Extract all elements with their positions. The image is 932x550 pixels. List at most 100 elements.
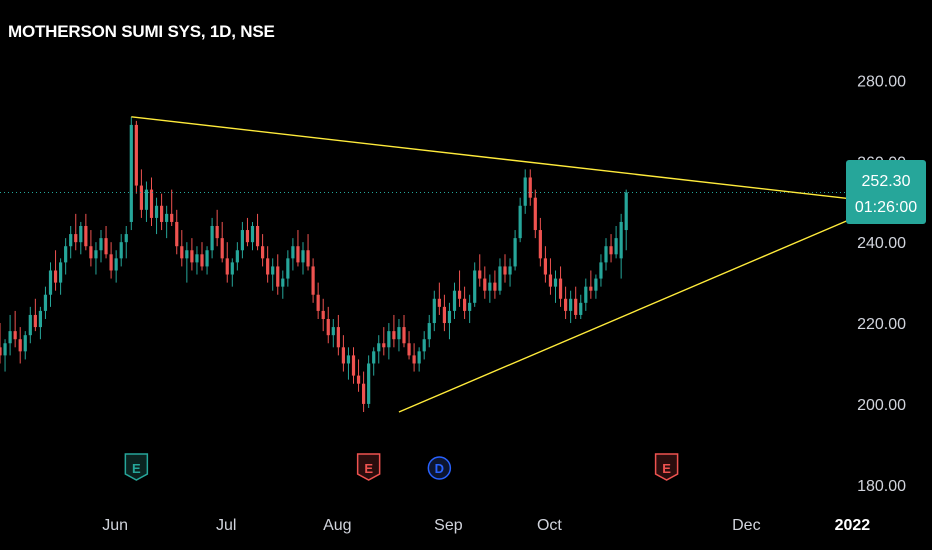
candle-body	[54, 270, 57, 282]
candle	[281, 270, 284, 298]
candle-body	[185, 250, 188, 258]
chart-root: MOTHERSON SUMI SYS, 1D, NSE EEDE 280.00 2…	[0, 0, 932, 550]
candle	[549, 258, 552, 294]
earnings-marker[interactable]: E	[656, 454, 678, 480]
candle-body	[24, 335, 27, 351]
candle-body	[599, 262, 602, 278]
candle	[362, 372, 365, 412]
candle-body	[519, 206, 522, 238]
candle	[54, 250, 57, 290]
candle-body	[115, 258, 118, 270]
candle	[352, 347, 355, 383]
candle	[397, 319, 400, 351]
candle-body	[468, 303, 471, 311]
chart-plot-area[interactable]: EEDE 280.00260.00240.00220.00200.00180.0…	[0, 0, 932, 550]
candle-body	[170, 214, 173, 222]
x-tick-label: Oct	[537, 517, 562, 534]
candle	[413, 343, 416, 371]
candle-body	[332, 327, 335, 335]
candle	[534, 190, 537, 239]
candle-body	[362, 384, 365, 404]
candle	[402, 315, 405, 347]
trendlines-layer	[0, 117, 859, 412]
trendline-2[interactable]	[399, 216, 859, 412]
candle-body	[29, 315, 32, 335]
candle-body	[615, 238, 618, 254]
candle-body	[478, 270, 481, 278]
candle-body	[428, 323, 431, 339]
y-tick-label: 240.00	[857, 235, 906, 252]
last-price-value: 252.30	[862, 173, 911, 190]
candle-body	[251, 226, 254, 242]
candle	[150, 177, 153, 226]
candle	[216, 210, 219, 246]
candle-body	[130, 125, 133, 222]
candle-body	[180, 246, 183, 258]
candle	[246, 218, 249, 246]
trendline-1[interactable]	[131, 117, 858, 200]
earnings-marker[interactable]: E	[358, 454, 380, 480]
candle	[291, 238, 294, 270]
candle-body	[372, 351, 375, 363]
candle-body	[584, 287, 587, 303]
candle-body	[448, 311, 451, 323]
candle-body	[493, 283, 496, 291]
candle-body	[483, 279, 486, 291]
candle	[342, 335, 345, 371]
event-letter: E	[132, 461, 141, 476]
earnings-marker[interactable]: E	[125, 454, 147, 480]
candle-body	[524, 177, 527, 205]
candle-body	[463, 299, 466, 311]
candle	[609, 234, 612, 262]
y-tick-label: 280.00	[857, 73, 906, 90]
candle	[524, 169, 527, 213]
candle	[185, 242, 188, 282]
candle	[276, 254, 279, 294]
candle	[271, 258, 274, 290]
candle-body	[574, 299, 577, 315]
candle-body	[74, 234, 77, 242]
candle	[125, 226, 128, 258]
y-tick-label: 200.00	[857, 397, 906, 414]
candle-body	[453, 291, 456, 311]
candle-body	[312, 266, 315, 294]
candle	[539, 218, 542, 267]
candle-body	[165, 214, 168, 222]
candle-body	[514, 238, 517, 266]
candle	[286, 250, 289, 286]
candle	[529, 169, 532, 205]
candle-body	[125, 234, 128, 242]
candle	[39, 307, 42, 339]
candle-body	[49, 270, 52, 294]
candle-body	[392, 331, 395, 339]
candle	[503, 254, 506, 282]
candle-body	[458, 291, 461, 299]
candle-body	[110, 254, 113, 270]
candle	[296, 230, 299, 266]
candle	[211, 218, 214, 258]
candle	[231, 258, 234, 286]
candle	[200, 242, 203, 270]
x-axis: Jun Jul Aug Sep Oct Dec 2022	[102, 517, 870, 534]
candle-body	[190, 250, 193, 262]
dividend-marker[interactable]: D	[428, 457, 450, 479]
candle	[221, 222, 224, 262]
candle	[256, 214, 259, 250]
candle-body	[89, 246, 92, 258]
candle-body	[382, 343, 385, 347]
candle-body	[261, 246, 264, 258]
candle-body	[145, 190, 148, 210]
candle	[312, 258, 315, 302]
candle	[337, 315, 340, 355]
candle-body	[69, 234, 72, 246]
candle	[170, 190, 173, 226]
candle-body	[564, 299, 567, 311]
candle	[165, 206, 168, 238]
candle-body	[579, 303, 582, 315]
candle	[99, 230, 102, 262]
candle-body	[226, 258, 229, 274]
candle	[251, 222, 254, 250]
candle-body	[99, 238, 102, 250]
candle	[438, 283, 441, 315]
candle	[347, 347, 350, 379]
